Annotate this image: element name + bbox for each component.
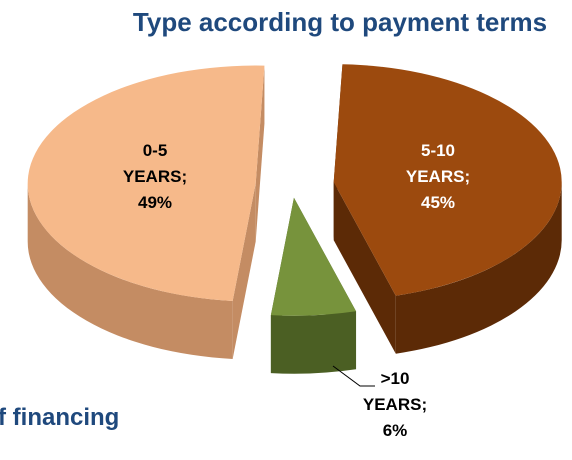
slice — [270, 197, 357, 316]
slice-wall — [395, 182, 562, 354]
value-label: 49% — [137, 193, 173, 212]
chart-title: Type according to payment terms — [132, 7, 548, 37]
slice-side — [333, 182, 396, 354]
label-separator: ; — [421, 395, 428, 414]
label-separator: ; — [181, 167, 188, 186]
annotation: f financing — [0, 404, 120, 431]
data-label: 5-10 YEARS; 45% — [398, 138, 478, 216]
slice-wall — [270, 311, 357, 374]
slice-wall — [27, 183, 233, 359]
slice — [27, 65, 265, 301]
slice — [270, 197, 357, 374]
slice — [27, 65, 265, 359]
label-separator: ; — [464, 167, 471, 186]
leader-line — [332, 365, 375, 387]
category-label: 5-10 YEARS — [405, 141, 465, 186]
value-label: 6% — [382, 421, 408, 440]
category-label: 0-5 YEARS — [122, 141, 182, 186]
value-label: 45% — [420, 193, 456, 212]
slice-side — [255, 65, 265, 242]
slice-side — [232, 183, 256, 359]
slice — [333, 64, 562, 354]
slice — [333, 64, 562, 296]
data-label: >10 YEARS; 6% — [355, 366, 435, 444]
data-label: 0-5 YEARS; 49% — [115, 138, 195, 216]
category-label: >10 YEARS — [362, 369, 422, 414]
